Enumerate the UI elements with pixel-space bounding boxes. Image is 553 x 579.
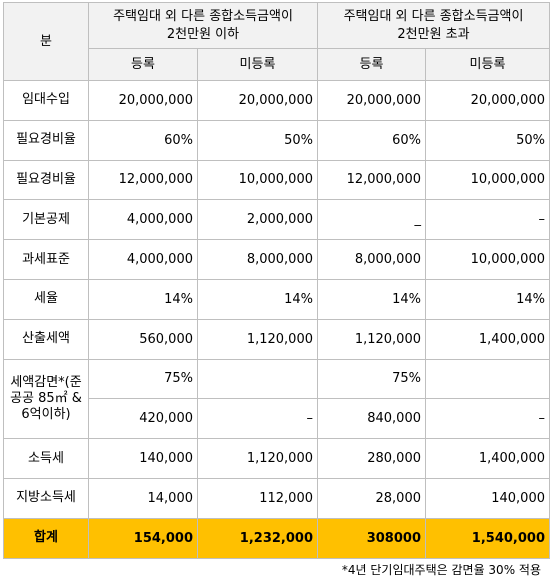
value-cell: 12,000,000 — [88, 159, 198, 201]
value-cell: 10,000,000 — [425, 239, 550, 280]
value-cell: 4,000,000 — [88, 239, 198, 280]
value-cell: 840,000 — [317, 398, 426, 440]
value-cell: 50% — [425, 119, 550, 161]
value-cell: 14% — [197, 278, 318, 320]
value-cell: 140,000 — [425, 477, 550, 519]
data-row: 420,000–840,000– — [4, 398, 550, 440]
group-header: 주택임대 외 다른 종합소득금액이 2천만원 초과 — [317, 2, 550, 49]
data-row: 세액감면*(준공공 85㎡ & 6억이하) 75% 75% — [3, 358, 550, 440]
row-label: 기본공제 — [3, 199, 89, 241]
value-cell: 1,540,000 — [425, 517, 550, 559]
value-cell: 8,000,000 — [317, 239, 426, 280]
value-cell: 1,120,000 — [197, 318, 318, 360]
value-cell: 60% — [88, 119, 198, 161]
value-cell: 75% — [88, 358, 198, 400]
value-cell: 20,000,000 — [317, 80, 426, 121]
row-label: 세율 — [3, 278, 89, 320]
subheader: 등록 — [317, 48, 426, 81]
value-cell: 1,120,000 — [197, 438, 318, 479]
subheader: 미등록 — [425, 48, 550, 81]
data-row: 소득세 140,000 1,120,000 280,000 1,400,000 — [3, 438, 550, 479]
data-row: 임대수입 20,000,000 20,000,000 20,000,000 20,000… — [3, 80, 550, 121]
value-cell: 8,000,000 — [197, 239, 318, 280]
value-cell: 1,400,000 — [425, 438, 550, 479]
header-row: 분 주택임대 외 다른 종합소득금액이 2천만원 이하 주택임대 외 다른 종합소득금… — [3, 2, 550, 81]
value-cell: 60% — [317, 119, 426, 161]
row-label: 과세표준 — [3, 239, 89, 280]
value-cell: _ — [317, 199, 426, 241]
row-label: 지방소득세 — [3, 477, 89, 519]
value-cell: 20,000,000 — [88, 80, 198, 121]
row-label: 산출세액 — [3, 318, 89, 360]
row-label: 소득세 — [3, 438, 89, 479]
value-cell: 10,000,000 — [197, 159, 318, 201]
value-cell: 14,000 — [88, 477, 198, 519]
value-cell: 50% — [197, 119, 318, 161]
total-row: 합계 154,000 1,232,000 308000 1,540,000 — [3, 517, 550, 559]
subheader: 등록 — [88, 48, 198, 81]
value-cell: 2,000,000 — [197, 199, 318, 241]
row-label: 합계 — [3, 517, 89, 559]
row-label: 필요경비율 — [3, 119, 89, 161]
group-header-line: 주택임대 외 다른 종합소득금액이 — [113, 8, 293, 24]
value-cell: 20,000,000 — [425, 80, 550, 121]
data-row: 과세표준 4,000,000 8,000,000 8,000,000 10,000,00… — [3, 239, 550, 280]
value-cell: 154,000 — [88, 517, 198, 559]
subheader-row: 등록 미등록 등록 미등록 — [4, 48, 550, 81]
value-cell: 10,000,000 — [425, 159, 550, 201]
group-header-line: 2천만원 초과 — [397, 26, 470, 42]
row-label: 필요경비율 — [3, 159, 89, 201]
group-header-line: 2천만원 이하 — [166, 26, 240, 42]
data-row: 세율 14% 14% 14% 14% — [3, 278, 550, 320]
value-cell: 280,000 — [317, 438, 426, 479]
subheader: 미등록 — [197, 48, 318, 81]
value-cell — [425, 358, 550, 400]
value-cell: – — [425, 199, 550, 241]
value-cell: 1,232,000 — [197, 517, 318, 559]
value-cell: – — [197, 398, 318, 440]
footnote: *4년 단기임대주택은 감면율 30% 적용 — [341, 563, 541, 577]
value-cell: 308000 — [317, 517, 426, 559]
value-cell: 112,000 — [197, 477, 318, 519]
value-cell: 20,000,000 — [197, 80, 318, 121]
group-header-line: 주택임대 외 다른 종합소득금액이 — [343, 8, 524, 24]
value-cell: 14% — [317, 278, 426, 320]
value-cell: 1,400,000 — [425, 318, 550, 360]
value-cell: – — [425, 398, 550, 440]
data-row: 지방소득세 14,000 112,000 28,000 140,000 — [3, 477, 550, 519]
data-row: 필요경비율 60% 50% 60% 50% — [3, 119, 550, 161]
group-header: 주택임대 외 다른 종합소득금액이 2천만원 이하 — [88, 2, 318, 49]
value-cell: 12,000,000 — [317, 159, 426, 201]
data-row: 산출세액 560,000 1,120,000 1,120,000 1,400,000 — [3, 318, 550, 360]
value-cell: 560,000 — [88, 318, 198, 360]
tax-table: 분 주택임대 외 다른 종합소득금액이 2천만원 이하 주택임대 외 다른 종합소득금… — [3, 2, 550, 559]
row-label: 임대수입 — [3, 80, 89, 121]
row-label: 세액감면*(준공공 85㎡ & 6억이하) — [3, 358, 89, 440]
value-cell: 4,000,000 — [88, 199, 198, 241]
value-cell: 140,000 — [88, 438, 198, 479]
value-cell: 14% — [425, 278, 550, 320]
data-row: 기본공제 4,000,000 2,000,000 _ – — [3, 199, 550, 241]
value-cell — [197, 358, 318, 400]
value-cell: 420,000 — [88, 398, 198, 440]
value-cell: 1,120,000 — [317, 318, 426, 360]
corner-cell: 분 — [3, 2, 89, 81]
value-cell: 14% — [88, 278, 198, 320]
value-cell: 75% — [317, 358, 426, 400]
value-cell: 28,000 — [317, 477, 426, 519]
data-row: 필요경비율 12,000,000 10,000,000 12,000,000 10,00… — [3, 159, 550, 201]
